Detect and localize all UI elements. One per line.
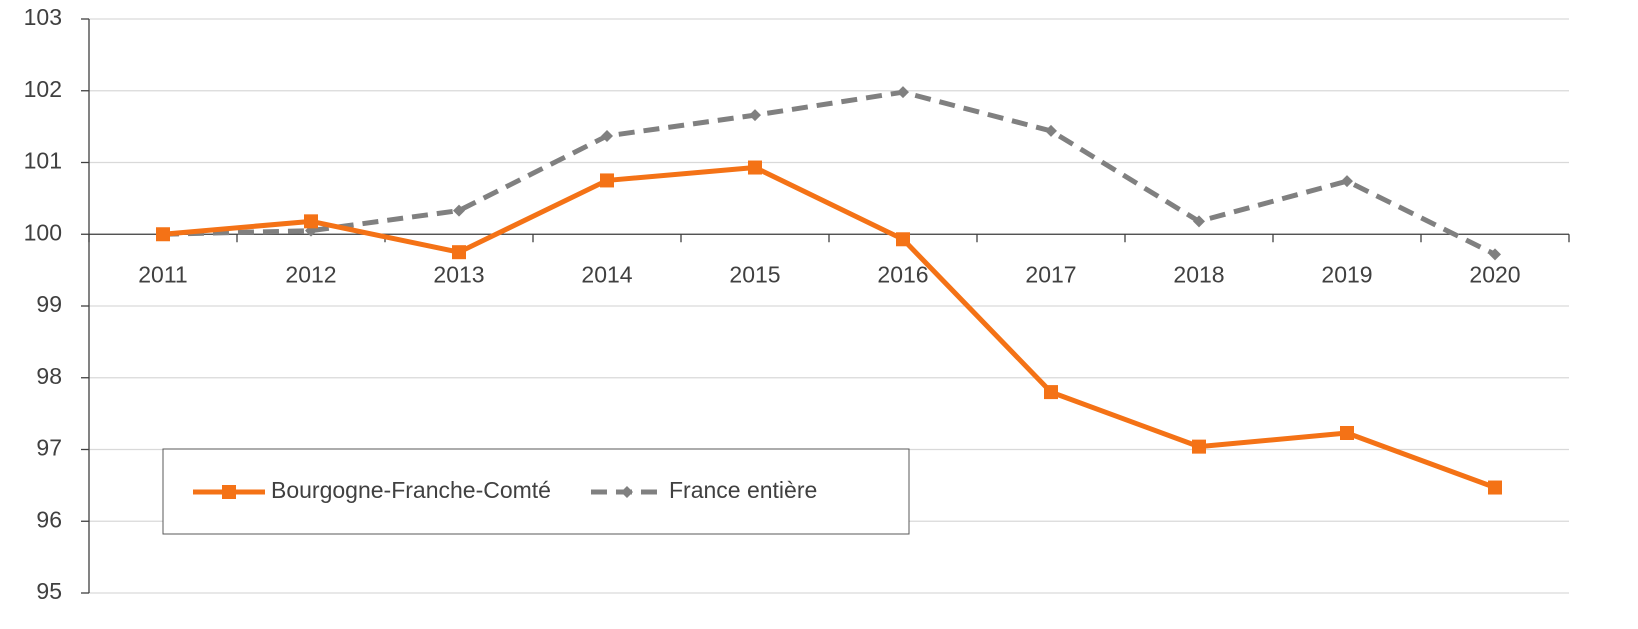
series-line [162, 89, 1497, 257]
marker [749, 109, 761, 122]
x-tick-label: 2015 [729, 261, 780, 287]
marker [1489, 248, 1501, 261]
marker [600, 173, 614, 188]
x-tick-label: 2016 [877, 261, 928, 287]
marker [304, 214, 318, 229]
x-tick-label: 2019 [1321, 261, 1372, 287]
marker [453, 204, 465, 217]
marker [1488, 480, 1502, 495]
y-tick-label: 99 [36, 291, 62, 317]
legend-label: France entière [669, 477, 817, 503]
marker [452, 245, 466, 260]
legend-label: Bourgogne-Franche-Comté [271, 477, 551, 503]
x-tick-label: 2020 [1469, 261, 1520, 287]
x-tick-label: 2012 [285, 261, 336, 287]
marker [748, 160, 762, 175]
marker [601, 129, 613, 142]
y-tick-label: 101 [24, 148, 62, 174]
y-tick-label: 95 [36, 578, 62, 604]
y-tick-label: 102 [24, 76, 62, 102]
marker [222, 485, 236, 499]
y-tick-label: 100 [24, 219, 62, 245]
y-tick-label: 97 [36, 435, 62, 461]
marker [1193, 215, 1205, 228]
legend-box [162, 448, 910, 535]
marker [156, 227, 170, 242]
marker [896, 232, 910, 247]
x-tick-label: 2014 [581, 261, 632, 287]
marker [1045, 124, 1057, 137]
legend: Bourgogne-Franche-Comté France entière [162, 448, 910, 535]
marker [1341, 175, 1353, 188]
marker [1044, 385, 1058, 400]
y-tick-label: 98 [36, 363, 62, 389]
y-tick-label: 96 [36, 506, 62, 532]
marker [620, 486, 633, 498]
marker [1192, 439, 1206, 454]
y-tick-label: 103 [24, 4, 62, 30]
marker [1340, 425, 1354, 440]
x-tick-label: 2018 [1173, 261, 1224, 287]
x-tick-label: 2013 [433, 261, 484, 287]
marker [897, 86, 909, 99]
x-tick-label: 2011 [138, 261, 187, 287]
series-line [162, 165, 1496, 490]
x-tick-label: 2017 [1025, 261, 1076, 287]
